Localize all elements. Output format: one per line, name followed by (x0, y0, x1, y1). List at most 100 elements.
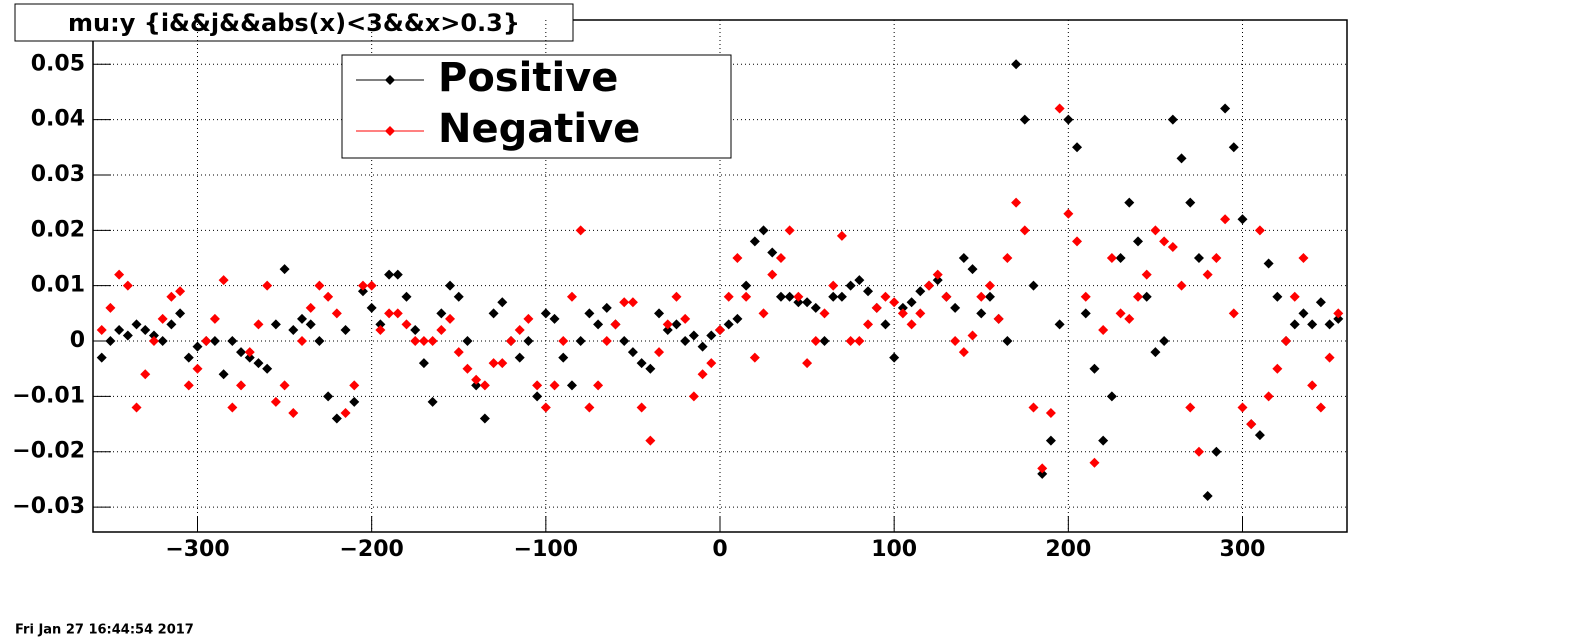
point (784, 225, 795, 236)
legend-label: Negative (438, 106, 640, 152)
point (506, 336, 516, 347)
point (627, 297, 638, 308)
point (166, 291, 177, 302)
point (1211, 446, 1222, 457)
point (401, 291, 412, 302)
point (1124, 197, 1135, 208)
y-tick-label: −0.02 (12, 439, 85, 464)
point (227, 336, 238, 347)
point (236, 347, 247, 358)
point (924, 280, 934, 291)
point (1063, 114, 1074, 125)
point (418, 358, 429, 369)
point (610, 319, 621, 330)
point (950, 336, 961, 347)
point (514, 352, 525, 363)
point (1254, 430, 1265, 441)
point (340, 407, 351, 418)
point (950, 302, 961, 313)
point (802, 297, 813, 308)
point (1063, 208, 1074, 219)
point (819, 336, 830, 347)
point (1054, 319, 1065, 330)
point (984, 280, 995, 291)
point (836, 230, 847, 241)
point (270, 396, 281, 407)
point (932, 275, 943, 286)
point (1028, 280, 1039, 291)
point (488, 308, 499, 319)
point (349, 380, 360, 391)
point (836, 291, 847, 302)
point (523, 313, 534, 324)
point (227, 402, 238, 413)
point (279, 380, 290, 391)
point (758, 225, 769, 236)
point (479, 380, 490, 391)
point (1315, 297, 1326, 308)
point (183, 352, 194, 363)
point (601, 336, 612, 347)
point (1037, 463, 1048, 474)
point (993, 313, 1004, 324)
point (131, 319, 142, 330)
point (1315, 402, 1326, 413)
point (114, 324, 125, 335)
y-tick-label: −0.01 (12, 383, 85, 408)
point (1176, 280, 1187, 291)
point (1159, 236, 1170, 247)
point (1220, 103, 1231, 114)
point (1237, 402, 1248, 413)
point (96, 324, 107, 335)
point (1080, 308, 1091, 319)
point (157, 336, 168, 347)
x-tick-label: 300 (1220, 537, 1266, 562)
point (802, 358, 813, 369)
point (697, 369, 708, 380)
point (1080, 291, 1091, 302)
point (288, 324, 299, 335)
point (1228, 142, 1239, 153)
point (1124, 313, 1135, 324)
point (619, 336, 630, 347)
point (784, 291, 795, 302)
point (566, 380, 577, 391)
point (1254, 225, 1265, 236)
point (575, 225, 586, 236)
point (401, 319, 412, 330)
point (706, 330, 717, 341)
point (593, 319, 604, 330)
point (1324, 352, 1335, 363)
y-tick-label: 0.02 (31, 217, 85, 242)
point (122, 280, 133, 291)
point (706, 358, 717, 369)
point (453, 291, 464, 302)
point (732, 313, 743, 324)
point (1185, 402, 1196, 413)
point (445, 313, 456, 324)
point (140, 369, 151, 380)
point (418, 336, 429, 347)
point (636, 358, 647, 369)
point (1054, 103, 1065, 114)
point (741, 291, 752, 302)
point (906, 319, 917, 330)
point (392, 269, 403, 280)
point (1228, 308, 1239, 319)
point (654, 308, 665, 319)
point (1045, 407, 1056, 418)
point (889, 297, 900, 308)
point (863, 319, 874, 330)
point (244, 347, 255, 358)
point (549, 380, 560, 391)
y-tick-label: −0.03 (12, 494, 85, 519)
point (1289, 291, 1300, 302)
point (593, 380, 604, 391)
point (775, 291, 786, 302)
point (209, 313, 220, 324)
point (601, 302, 612, 313)
point (1333, 308, 1344, 319)
point (1089, 457, 1100, 468)
point (662, 319, 673, 330)
point (1298, 253, 1309, 264)
